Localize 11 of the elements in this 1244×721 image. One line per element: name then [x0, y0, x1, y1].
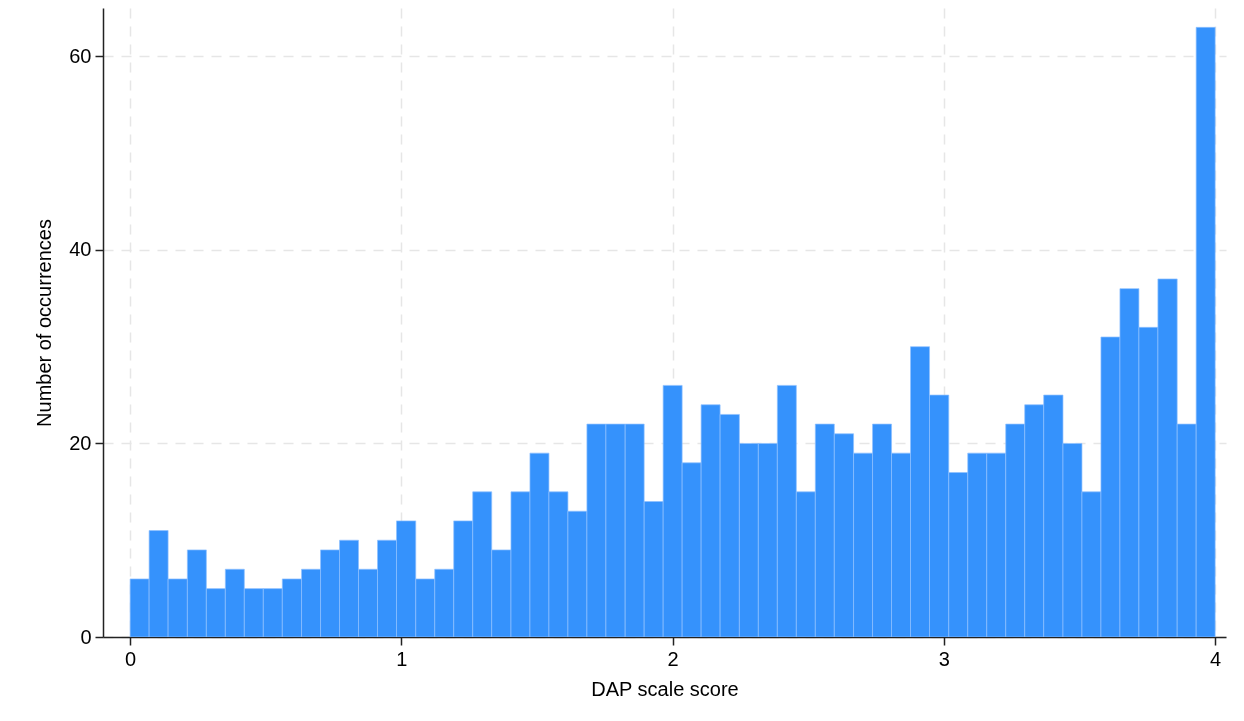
y-tick-label: 20 — [69, 431, 92, 454]
x-tick-label: 3 — [938, 647, 950, 670]
x-tick-label: 0 — [125, 647, 137, 670]
x-tick-label: 1 — [396, 647, 408, 670]
y-tick-label: 60 — [69, 44, 92, 67]
y-tick-label: 0 — [80, 625, 92, 648]
y-axis-title: Number of occurrences — [33, 219, 56, 427]
x-tick-label: 2 — [667, 647, 679, 670]
x-axis-title: DAP scale score — [591, 677, 739, 700]
y-tick-label: 40 — [69, 238, 92, 261]
x-tick-label: 4 — [1210, 647, 1222, 670]
